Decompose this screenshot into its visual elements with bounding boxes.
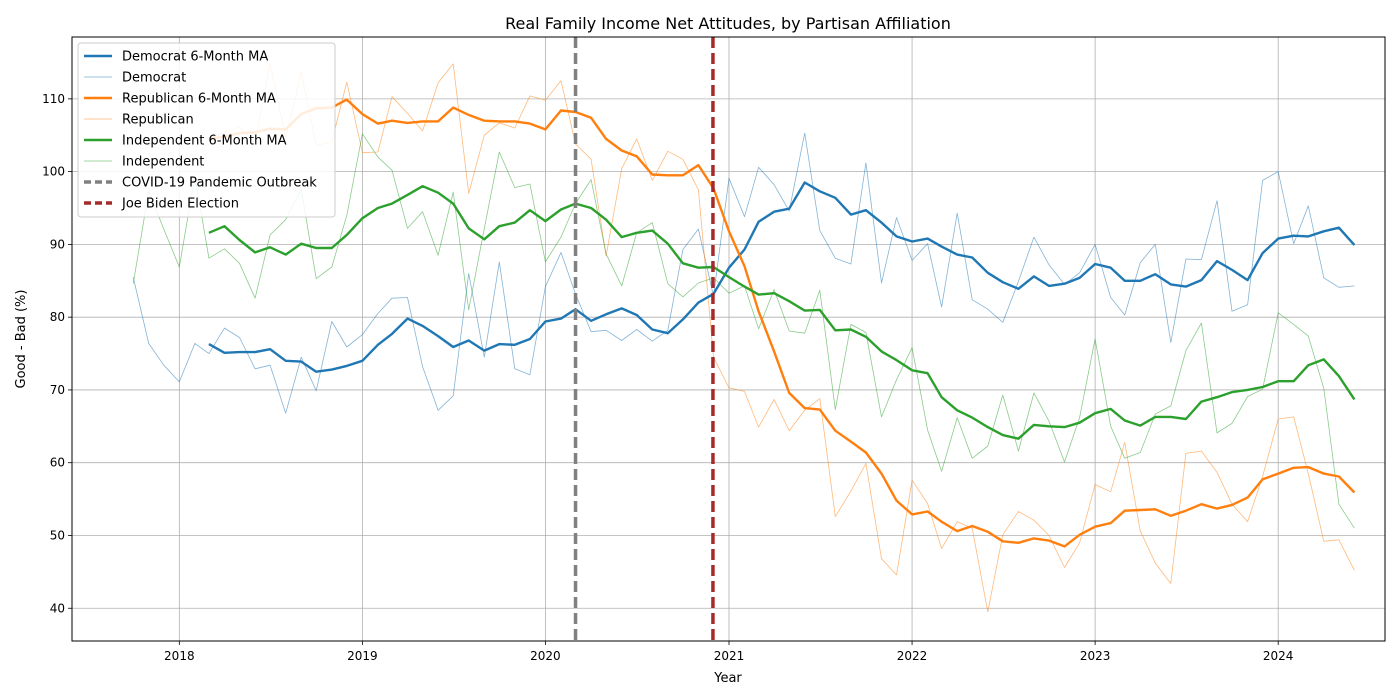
y-tick-label: 110	[42, 92, 65, 106]
legend-label: Republican 6-Month MA	[122, 92, 276, 107]
y-tick-label: 40	[50, 601, 65, 615]
y-axis-label: Good - Bad (%)	[14, 290, 29, 389]
x-tick-label: 2019	[347, 649, 378, 663]
y-tick-label: 90	[50, 237, 65, 251]
grid	[72, 37, 1385, 641]
legend-label: Democrat 6-Month MA	[122, 50, 268, 65]
legend-label: Democrat	[122, 71, 186, 86]
legend-label: Joe Biden Election	[121, 197, 239, 212]
y-tick-label: 80	[50, 310, 65, 324]
y-tick-label: 100	[42, 165, 65, 179]
series-line-republican	[208, 62, 1355, 613]
y-tick-label: 50	[50, 528, 65, 542]
y-axis-ticks: 40 50 60 70 80 90 100 110	[42, 92, 72, 615]
legend-label: Independent 6-Month MA	[122, 134, 287, 149]
x-axis-ticks: 2018 2019 2020 2021 2022 2023 2024	[164, 641, 1293, 663]
legend-label: COVID-19 Pandemic Outbreak	[122, 176, 317, 191]
x-tick-label: 2022	[897, 649, 928, 663]
axes-frame	[71, 36, 1386, 642]
x-axis-label: Year	[713, 671, 742, 686]
series-line-republican-6-month-ma	[208, 98, 1356, 548]
x-tick-label: 2023	[1080, 649, 1111, 663]
event-lines	[573, 37, 715, 641]
legend-label: Republican	[122, 113, 194, 128]
x-tick-label: 2018	[164, 649, 195, 663]
chart-title: Real Family Income Net Attitudes, by Par…	[505, 14, 951, 33]
y-tick-label: 70	[50, 383, 65, 397]
series-line-democrat-6-month-ma	[208, 181, 1356, 373]
x-tick-label: 2021	[714, 649, 745, 663]
series-line-democrat	[132, 132, 1355, 414]
x-tick-label: 2020	[530, 649, 561, 663]
legend-label: Independent	[122, 155, 204, 170]
series-line-independent-6-month-ma	[208, 185, 1356, 440]
series-lines	[132, 62, 1356, 613]
legend: Democrat 6-Month MA Democrat Republican 6-…	[77, 42, 336, 218]
legend-box	[77, 42, 336, 218]
x-tick-label: 2024	[1263, 649, 1294, 663]
y-tick-label: 60	[50, 456, 65, 470]
